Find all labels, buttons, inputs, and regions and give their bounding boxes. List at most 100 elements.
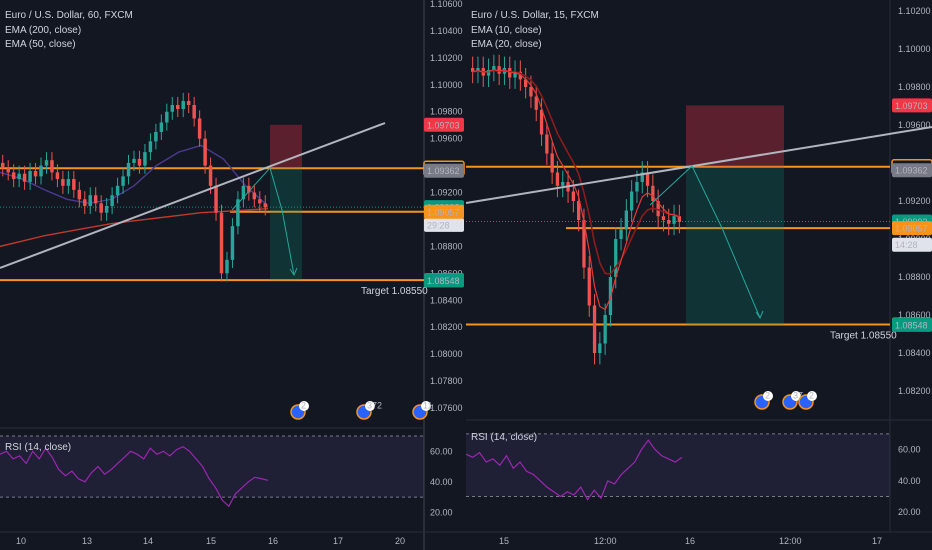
stop-loss-zone[interactable] [270,124,302,169]
price-tag [424,217,464,232]
trend-line[interactable] [0,122,386,269]
price-tag [892,163,932,178]
candle-body [492,66,496,70]
candle-body [656,201,660,217]
projection-path[interactable] [231,166,295,276]
price-tag [424,163,464,178]
time-tick-label: 15 [206,536,216,546]
price-tag [424,273,464,288]
indicator-label: EMA (20, close) [471,39,542,50]
candle-body [181,100,185,110]
event-badge-count-bg [299,401,309,411]
candle-body [186,100,191,105]
price-tag-text: 1.09703 [427,120,460,130]
candle-body [197,118,202,139]
candle-body [159,122,164,132]
candle-body [61,179,65,186]
time-tick-label: 16 [685,536,695,546]
indicator-label: EMA (50, close) [5,39,76,50]
candle-body [192,105,196,119]
candle-body [6,168,10,173]
ema-50-line [0,144,269,207]
candle-body [165,111,169,123]
candle-body [640,172,644,182]
price-tick-label: 1.07600 [430,403,463,413]
candle-body [93,195,98,204]
candle-body [672,216,676,224]
event-badge-count: 2 [765,391,770,401]
candle-body [524,79,528,87]
price-tag-text: 1.08548 [895,320,928,330]
price-tag-text: 29:28 [427,220,450,230]
candle-body [497,66,501,74]
candle-body [587,267,591,306]
candle-body [104,206,109,213]
candle-body [555,172,560,186]
candle-body [263,203,267,208]
price-tick-label: 1.09200 [430,188,463,198]
candles [1,92,267,282]
candle-body [39,165,43,177]
candle-body [677,216,681,222]
candle-body [110,195,114,206]
candle-body [28,170,32,182]
price-tick-label: 1.08800 [898,272,931,282]
take-profit-zone[interactable] [686,166,784,325]
price-tick-label: 1.08400 [898,348,931,358]
candle-body [22,173,27,182]
candle-body [132,158,136,163]
rsi-label: RSI (14, close) [471,432,537,443]
time-tick-label: 17 [872,536,882,546]
rsi-band [466,433,890,497]
price-tag [892,221,932,236]
stop-loss-zone[interactable] [686,105,784,167]
event-badge-count: 2 [809,391,814,401]
trend-line[interactable] [465,126,932,204]
candle-body [176,105,180,110]
candle-body [661,216,666,220]
candle-body [33,170,38,177]
candle-body [66,179,71,186]
candle-body [115,185,120,196]
rsi-line [465,439,683,501]
candle-body [630,191,634,211]
rsi-tick-label: 20.00 [898,507,921,517]
projection-arrowhead [289,267,298,277]
candle-body [550,153,554,173]
candle-body [137,158,142,166]
candle-body [635,182,639,192]
rsi-tick-label: 40.00 [898,476,921,486]
candle-body [17,173,21,180]
indicator-label: EMA (200, close) [5,25,81,36]
price-tick-label: 1.10000 [430,80,463,90]
candle-body [571,191,575,201]
price-tag-text: 1.09703 [895,101,928,111]
candle-body [83,199,87,206]
event-badge-count-bg [421,401,431,411]
candle-body [230,226,235,260]
candle-body [252,192,257,200]
price-tick-label: 1.10000 [898,44,931,54]
candle-body [645,172,650,186]
chart-title: Euro / U.S. Dollar, 15, FXCM [471,10,599,21]
candle-body [614,239,618,277]
candle-body [486,69,491,76]
time-tick-label: 10 [16,536,26,546]
candle-body [241,185,246,200]
price-tick-label: 1.10200 [430,53,463,63]
time-tick-label: 17 [333,536,343,546]
candle-body [513,71,517,78]
price-tick-label: 1.09600 [430,134,463,144]
price-tag [424,117,464,132]
candle-body [518,71,522,80]
time-tick-label: 13 [82,536,92,546]
candle-body [88,195,92,206]
candle-body [214,185,218,213]
event-badge-count-bg [791,391,801,401]
event-badge-count-bg [807,391,817,401]
candle-body [651,185,655,201]
candle-body [534,96,538,110]
projection-path[interactable] [649,165,761,319]
time-tick-label: 12:00 [779,536,802,546]
